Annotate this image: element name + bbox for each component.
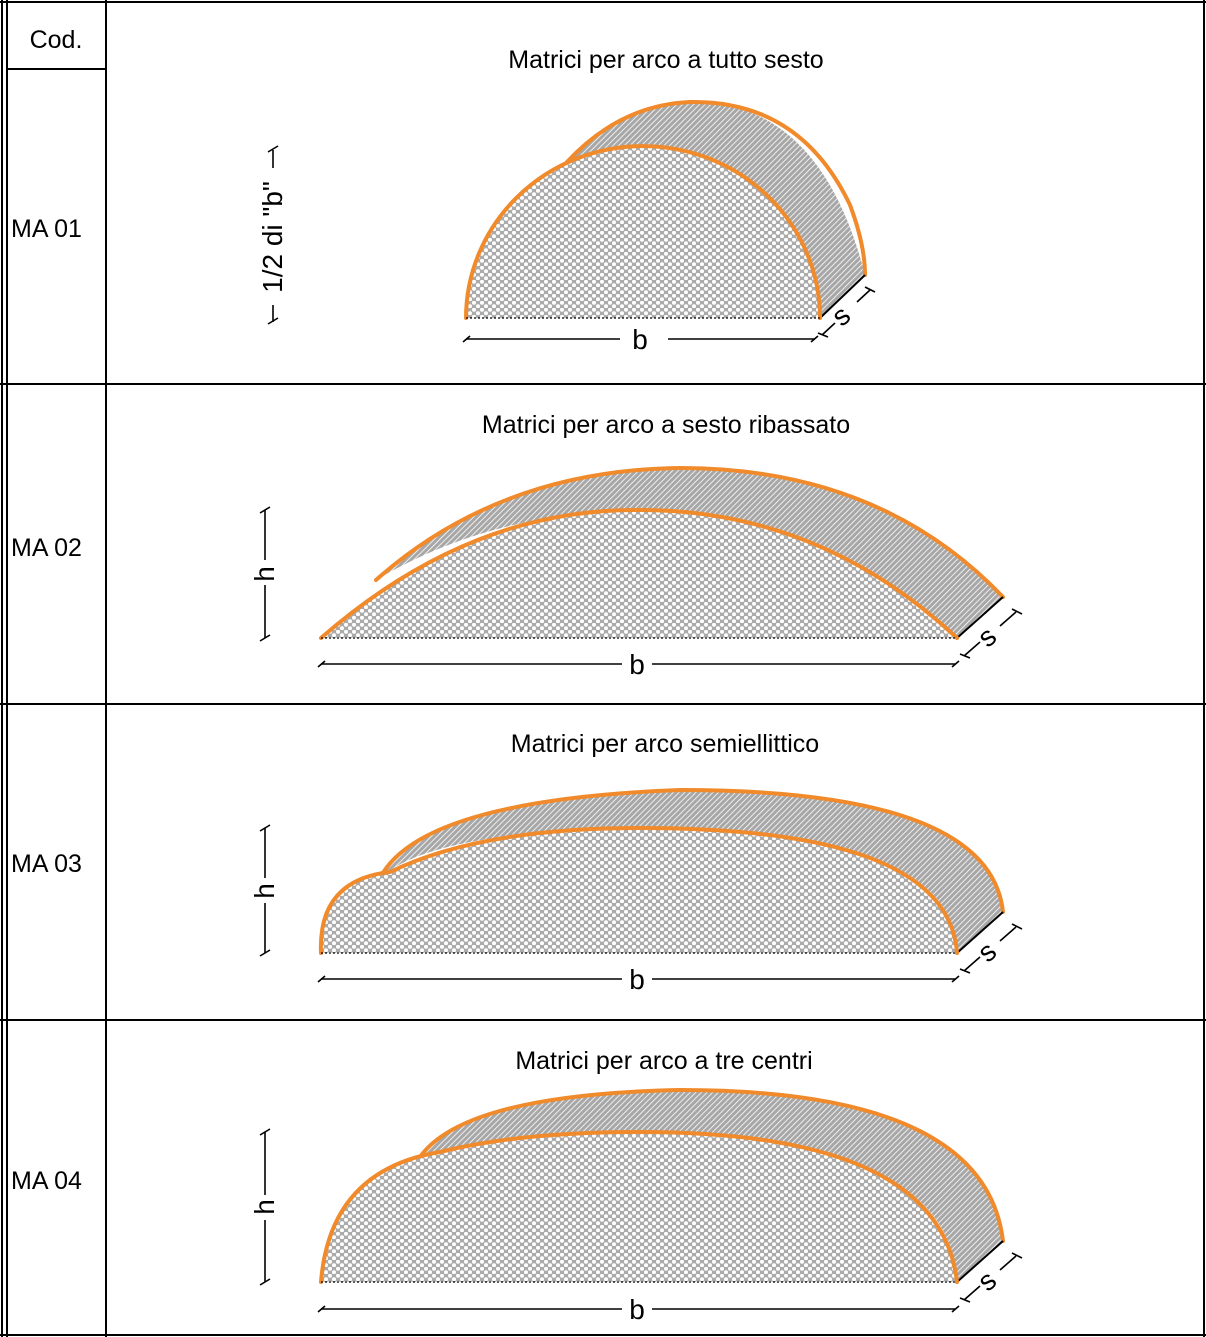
width-dimension: b [317,1294,960,1325]
height-dimension: h [249,1128,280,1286]
arch-back-outline [410,1088,1005,1243]
row-code: MA 03 [11,850,82,878]
arch-back-outline [374,466,1005,599]
arch-depth-edge [819,274,866,319]
row-ma-02: MA 02 Matrici per arco a sesto ribassato… [11,411,1023,680]
arch-front-face [321,1132,957,1282]
arch-back-face [567,101,865,318]
arch-back-face [380,790,1003,953]
width-label: b [629,649,645,680]
arch-back-face [376,468,1003,638]
arch-front-outline [319,1130,959,1284]
arch-front-outline [464,144,822,320]
row-title: Matrici per arco a sesto ribassato [482,411,850,439]
arch-front-face [466,146,820,318]
height-label: h [249,566,280,582]
width-dimension: b [317,964,960,995]
row-title: Matrici per arco semiellittico [511,730,819,758]
arch-back-outline [378,788,1005,914]
arch-back-outline [565,99,867,277]
arch-front-face [321,509,957,638]
width-dimension: b [462,324,819,355]
row-ma-01: MA 01 Matrici per arco a tutto sesto 1/2… [11,46,876,355]
arch-depth-edge [956,596,1004,639]
height-dimension: h [249,824,280,957]
width-dimension: b [317,649,960,680]
width-label: b [632,324,648,355]
height-dimension: h [249,506,280,642]
row-code: MA 02 [11,534,82,562]
code-column-header: Cod. [30,26,83,54]
depth-label: s [972,1264,1003,1297]
row-code: MA 04 [11,1167,82,1195]
row-title: Matrici per arco a tutto sesto [508,46,823,74]
height-label: h [249,1199,280,1215]
depth-label: s [972,935,1003,968]
height-label: h [249,883,280,899]
width-label: b [629,1294,645,1325]
row-ma-04: MA 04 Matrici per arco a tre centri h b [11,1047,1023,1325]
width-label: b [629,964,645,995]
height-label: 1/2 di "b" [257,181,288,293]
height-dimension: 1/2 di "b" [257,145,288,325]
row-ma-03: MA 03 Matrici per arco semiellittico h b [11,730,1023,995]
row-title: Matrici per arco a tre centri [515,1047,812,1075]
arch-back-face [412,1090,1003,1282]
arch-front-outline [318,826,959,955]
row-code: MA 01 [11,215,82,243]
arch-depth-edge [956,1240,1004,1283]
arch-depth-edge [956,911,1004,954]
depth-label: s [972,620,1003,653]
arch-front-outline [319,507,959,640]
arch-front-face [320,828,957,953]
